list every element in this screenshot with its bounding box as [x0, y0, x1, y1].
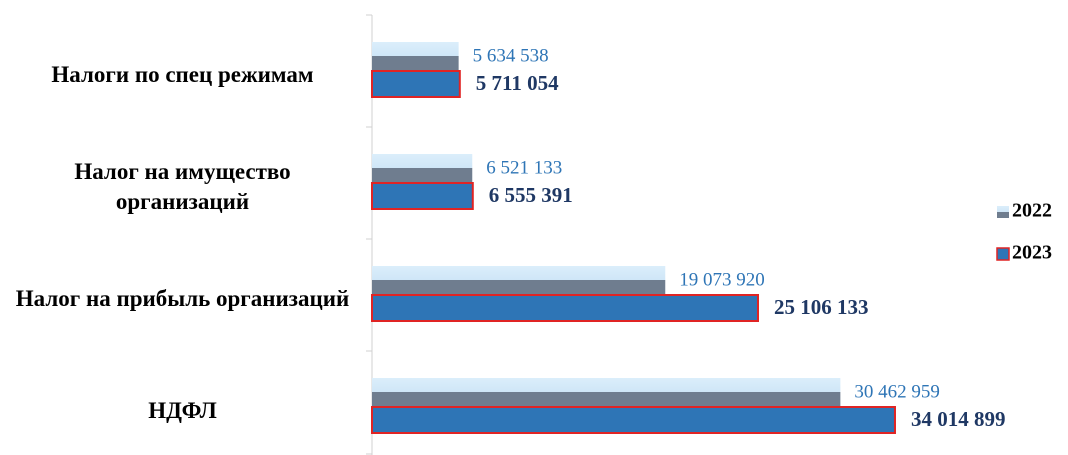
- legend-swatch: [996, 247, 1010, 261]
- bar: [371, 70, 461, 98]
- bar: [372, 378, 841, 406]
- value-label: 30 462 959: [854, 381, 940, 402]
- category-label: Налоги по спец режимам: [51, 62, 314, 87]
- value-label: 25 106 133: [774, 295, 869, 319]
- category-label: Налог на имущество организаций: [74, 159, 291, 214]
- bar: [371, 406, 896, 434]
- bar: [372, 42, 459, 70]
- bar: [371, 182, 474, 210]
- value-label: 5 711 054: [476, 71, 559, 95]
- legend-swatch: [997, 206, 1009, 218]
- category-label: Налог на прибыль организаций: [15, 286, 350, 311]
- bar: [372, 266, 666, 294]
- value-label: 34 014 899: [911, 407, 1006, 431]
- value-label: 6 521 133: [486, 157, 562, 178]
- legend-label: 2022: [1012, 200, 1052, 222]
- bar: [372, 154, 473, 182]
- value-label: 5 634 538: [473, 45, 549, 66]
- value-label: 6 555 391: [489, 183, 573, 207]
- category-label: НДФЛ: [148, 398, 217, 423]
- bar: [371, 294, 760, 322]
- legend-label: 2023: [1012, 242, 1052, 264]
- value-label: 19 073 920: [679, 269, 765, 290]
